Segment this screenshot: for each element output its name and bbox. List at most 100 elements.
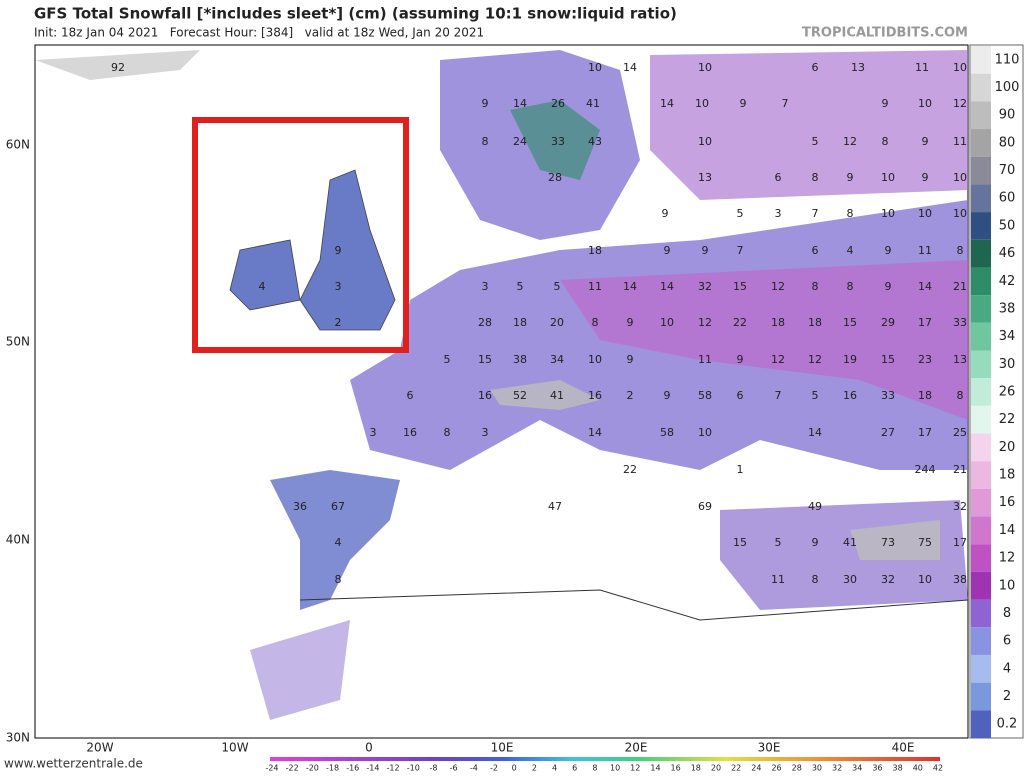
snow-value: 13 — [698, 171, 712, 184]
colorbar-label: 42 — [999, 274, 1016, 289]
snow-value: 33 — [953, 316, 967, 329]
snow-value: 58 — [698, 389, 712, 402]
colorbar-cell — [971, 267, 991, 296]
colorbar-label: 90 — [999, 108, 1016, 123]
subtitle: Init: 18z Jan 04 2021 Forecast Hour: [38… — [34, 26, 484, 40]
colorbar-cell — [971, 405, 991, 434]
snow-value: 9 — [812, 536, 819, 549]
temp-label: 36 — [872, 764, 882, 773]
snow-value: 10 — [698, 426, 712, 439]
snow-value: 11 — [918, 244, 932, 257]
temp-label: 40 — [913, 764, 923, 773]
snow-value: 7 — [775, 389, 782, 402]
snow-value: 9 — [335, 244, 342, 257]
lat-label: 50N — [6, 335, 30, 349]
snow-value: 11 — [953, 135, 967, 148]
colorbar-cell — [971, 433, 991, 462]
snow-value: 2 — [627, 389, 634, 402]
snow-value: 12 — [808, 353, 822, 366]
snow-value: 8 — [812, 280, 819, 293]
map — [34, 44, 969, 739]
snow-value: 10 — [588, 353, 602, 366]
colorbar-label: 80 — [999, 135, 1016, 150]
colorbar-cell — [971, 571, 991, 600]
snow-value: 13 — [851, 61, 865, 74]
snow-value: 10 — [953, 207, 967, 220]
snow-value: 18 — [588, 244, 602, 257]
snow-value: 28 — [478, 316, 492, 329]
colorbar-cell — [971, 488, 991, 517]
snow-value: 32 — [953, 500, 967, 513]
colorbar-label: 26 — [999, 385, 1016, 400]
snow-value: 11 — [588, 280, 602, 293]
snow-value: 9 — [740, 97, 747, 110]
snow-value: 41 — [550, 389, 564, 402]
temp-label: 10 — [610, 764, 620, 773]
snow-value: 9 — [922, 135, 929, 148]
temp-label: -6 — [450, 764, 458, 773]
snow-value: 30 — [843, 573, 857, 586]
snow-value: 4 — [847, 244, 854, 257]
snow-value: 9 — [885, 280, 892, 293]
colorbar-label: 22 — [999, 412, 1016, 427]
watermark: www.wetterzentrale.de — [4, 757, 143, 771]
snow-value: 20 — [550, 316, 564, 329]
colorbar-cell — [971, 350, 991, 379]
snow-value: 47 — [548, 500, 562, 513]
temp-label: 22 — [731, 764, 741, 773]
snow-value: 12 — [771, 280, 785, 293]
colorbar-cell — [971, 654, 991, 683]
temp-label: 0 — [512, 764, 517, 773]
colorbar-label: 100 — [995, 80, 1020, 95]
snow-value: 10 — [698, 61, 712, 74]
temp-label: -2 — [490, 764, 498, 773]
temp-label: 30 — [812, 764, 822, 773]
snow-value: 11 — [698, 353, 712, 366]
snow-heavy-north — [510, 100, 600, 180]
snow-value: 15 — [843, 316, 857, 329]
snow-value: 12 — [771, 353, 785, 366]
lon-label: 40E — [892, 741, 915, 755]
snow-value: 8 — [957, 244, 964, 257]
snow-value: 10 — [588, 61, 602, 74]
snow-value: 14 — [660, 280, 674, 293]
snow-value: 9 — [662, 207, 669, 220]
snow-value: 14 — [623, 61, 637, 74]
snow-value: 12 — [698, 316, 712, 329]
snow-value: 75 — [918, 536, 932, 549]
temp-label: 28 — [792, 764, 802, 773]
snow-value: 2 — [335, 316, 342, 329]
snow-value: 5 — [554, 280, 561, 293]
temp-label: -8 — [429, 764, 437, 773]
colorbar-cell — [971, 322, 991, 351]
snow-value: 7 — [737, 244, 744, 257]
colorbar-cell — [971, 184, 991, 213]
snow-value: 9 — [882, 97, 889, 110]
snow-value: 10 — [918, 573, 932, 586]
colorbar-label: 50 — [999, 218, 1016, 233]
snow-atlas — [250, 620, 350, 720]
snow-value: 41 — [586, 97, 600, 110]
snow-value: 6 — [737, 389, 744, 402]
colorbar-cell — [971, 710, 991, 738]
snow-value: 34 — [550, 353, 564, 366]
colorbar-cell — [971, 212, 991, 240]
snow-value: 3 — [370, 426, 377, 439]
snow-value: 3 — [482, 280, 489, 293]
temp-label: 18 — [691, 764, 701, 773]
snow-value: 23 — [918, 353, 932, 366]
snow-value: 32 — [698, 280, 712, 293]
snow-value: 52 — [513, 389, 527, 402]
snow-value: 8 — [847, 207, 854, 220]
snow-value: 10 — [953, 61, 967, 74]
temp-label: 6 — [572, 764, 577, 773]
snow-value: 5 — [812, 135, 819, 148]
colorbar-label: 70 — [999, 163, 1016, 178]
snow-value: 10 — [660, 316, 674, 329]
colorbar-label: 12 — [999, 551, 1016, 566]
snow-value: 17 — [918, 316, 932, 329]
colorbar-label: 4 — [1003, 661, 1011, 676]
snow-value: 9 — [737, 353, 744, 366]
snow-value: 11 — [771, 573, 785, 586]
